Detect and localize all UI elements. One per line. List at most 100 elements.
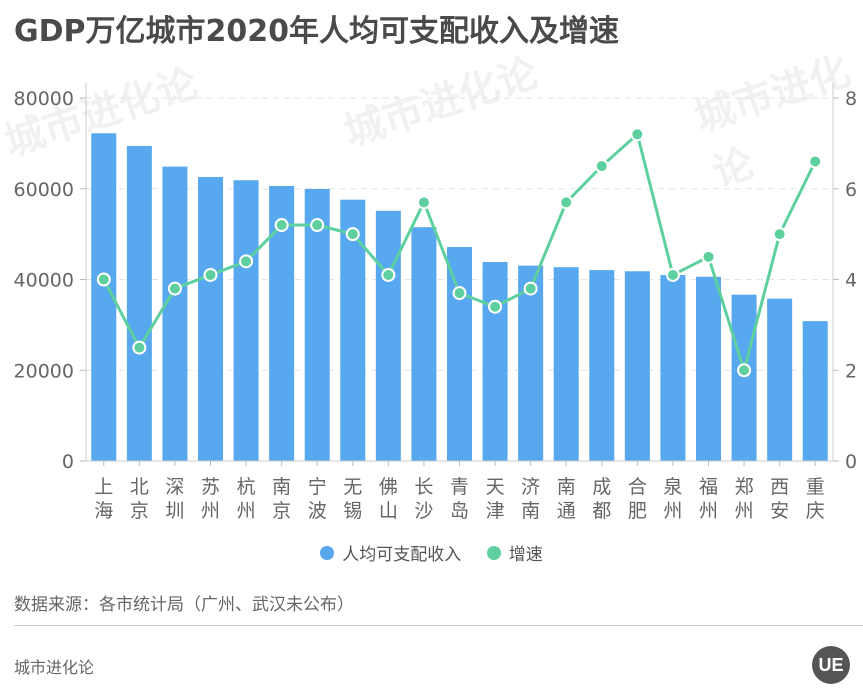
x-tick-label: 南 xyxy=(521,500,540,522)
bar-济南[interactable] xyxy=(518,265,544,461)
bar-福州[interactable] xyxy=(696,276,721,461)
bar-苏州[interactable] xyxy=(198,177,223,461)
x-tick-label: 苏 xyxy=(201,476,220,498)
bar-宁波[interactable] xyxy=(304,188,330,461)
growth-point-福州[interactable] xyxy=(701,249,716,264)
growth-point-西安[interactable] xyxy=(772,227,787,242)
legend: 人均可支配收入 增速 xyxy=(0,540,863,565)
growth-point-宁波[interactable] xyxy=(310,218,325,233)
x-tick-label: 福 xyxy=(699,476,718,498)
x-tick-label: 波 xyxy=(308,500,327,522)
x-tick-label: 南 xyxy=(557,476,576,498)
x-tick-label: 津 xyxy=(486,500,505,522)
bar-长沙[interactable] xyxy=(411,227,437,461)
growth-point-杭州[interactable] xyxy=(239,254,254,269)
growth-point-北京[interactable] xyxy=(132,340,147,355)
data-source: 数据来源：各市统计局（广州、武汉未公布） xyxy=(14,595,354,615)
left-tick-label: 60000 xyxy=(14,179,74,201)
growth-point-南京[interactable] xyxy=(274,218,289,233)
bar-合肥[interactable] xyxy=(624,271,650,461)
income-legend-dot-icon xyxy=(320,545,335,560)
growth-point-成都[interactable] xyxy=(594,159,609,174)
x-tick-label: 通 xyxy=(557,500,576,522)
bar-泉州[interactable] xyxy=(660,275,686,461)
legend-income-label: 人均可支配收入 xyxy=(342,545,462,565)
bar-天津[interactable] xyxy=(482,262,508,461)
growth-point-上海[interactable] xyxy=(96,272,111,287)
x-tick-label: 庆 xyxy=(806,500,825,522)
bar-佛山[interactable] xyxy=(375,210,401,461)
growth-point-长沙[interactable] xyxy=(416,195,431,210)
x-tick-label: 成 xyxy=(592,476,611,498)
right-tick-label: 0 xyxy=(845,451,857,473)
divider xyxy=(14,625,863,626)
x-tick-label: 天 xyxy=(486,476,505,498)
line-series xyxy=(96,127,823,378)
legend-item-growth[interactable]: 增速 xyxy=(486,540,543,565)
x-tick-label: 京 xyxy=(130,500,149,522)
growth-point-天津[interactable] xyxy=(488,299,503,314)
right-tick-label: 6 xyxy=(845,179,857,201)
right-tick-label: 8 xyxy=(845,88,857,110)
growth-legend-dot-icon xyxy=(486,545,501,560)
growth-point-苏州[interactable] xyxy=(203,267,218,282)
x-tick-label: 佛 xyxy=(379,476,398,498)
bar-南通[interactable] xyxy=(553,267,579,461)
chart-area: 02000040000600008000002468上海北京深圳苏州杭州南京宁波… xyxy=(14,83,857,522)
bar-深圳[interactable] xyxy=(162,166,188,461)
left-tick-label: 20000 xyxy=(14,360,74,382)
legend-growth-label: 增速 xyxy=(508,545,543,565)
x-tick-label: 州 xyxy=(201,500,220,522)
x-tick-label: 州 xyxy=(663,500,682,522)
x-tick-label: 肥 xyxy=(628,500,647,522)
x-tick-label: 杭 xyxy=(237,476,256,498)
x-tick-label: 京 xyxy=(272,500,291,522)
x-tick-label: 深 xyxy=(165,476,184,498)
x-tick-label: 重 xyxy=(806,476,825,498)
chart-title: GDP万亿城市2020年人均可支配收入及增速 xyxy=(14,14,620,49)
growth-point-泉州[interactable] xyxy=(665,267,680,282)
x-tick-label: 无 xyxy=(343,476,362,498)
x-tick-label: 州 xyxy=(699,500,718,522)
x-tick-label: 长 xyxy=(414,476,433,498)
brand-name: 城市进化论 xyxy=(14,658,95,677)
growth-point-合肥[interactable] xyxy=(630,127,645,142)
x-tick-label: 宁 xyxy=(308,476,327,498)
x-tick-label: 合 xyxy=(628,476,647,498)
x-tick-label: 泉 xyxy=(663,476,682,498)
x-tick-label: 都 xyxy=(592,500,611,522)
growth-point-重庆[interactable] xyxy=(808,154,823,169)
growth-point-南通[interactable] xyxy=(559,195,574,210)
right-tick-label: 4 xyxy=(845,270,857,292)
growth-point-青岛[interactable] xyxy=(452,286,467,301)
growth-point-郑州[interactable] xyxy=(737,363,752,378)
x-tick-label: 州 xyxy=(735,500,754,522)
x-tick-label: 郑 xyxy=(735,476,754,498)
x-tick-label: 西 xyxy=(770,476,789,498)
growth-point-无锡[interactable] xyxy=(345,227,360,242)
bar-重庆[interactable] xyxy=(802,321,828,461)
x-tick-label: 济 xyxy=(521,476,540,498)
bar-北京[interactable] xyxy=(126,145,152,461)
left-tick-label: 0 xyxy=(62,451,74,473)
bar-青岛[interactable] xyxy=(447,247,472,461)
left-tick-label: 80000 xyxy=(14,88,74,110)
x-tick-label: 岛 xyxy=(450,500,469,522)
bar-西安[interactable] xyxy=(767,298,793,461)
x-tick-label: 山 xyxy=(379,500,398,522)
x-tick-label: 圳 xyxy=(165,500,184,522)
bar-成都[interactable] xyxy=(589,270,615,461)
right-tick-label: 2 xyxy=(845,360,857,382)
growth-point-深圳[interactable] xyxy=(167,281,182,296)
bar-杭州[interactable] xyxy=(233,180,259,461)
legend-item-income[interactable]: 人均可支配收入 xyxy=(320,540,461,565)
x-tick-label: 上 xyxy=(94,476,113,498)
growth-point-济南[interactable] xyxy=(523,281,538,296)
bar-series xyxy=(91,133,828,461)
x-tick-label: 青 xyxy=(450,476,469,498)
left-tick-label: 40000 xyxy=(14,270,74,292)
bar-郑州[interactable] xyxy=(731,294,757,461)
growth-point-佛山[interactable] xyxy=(381,267,396,282)
x-tick-label: 安 xyxy=(770,500,789,522)
ue-logo-icon: UE xyxy=(812,646,850,684)
